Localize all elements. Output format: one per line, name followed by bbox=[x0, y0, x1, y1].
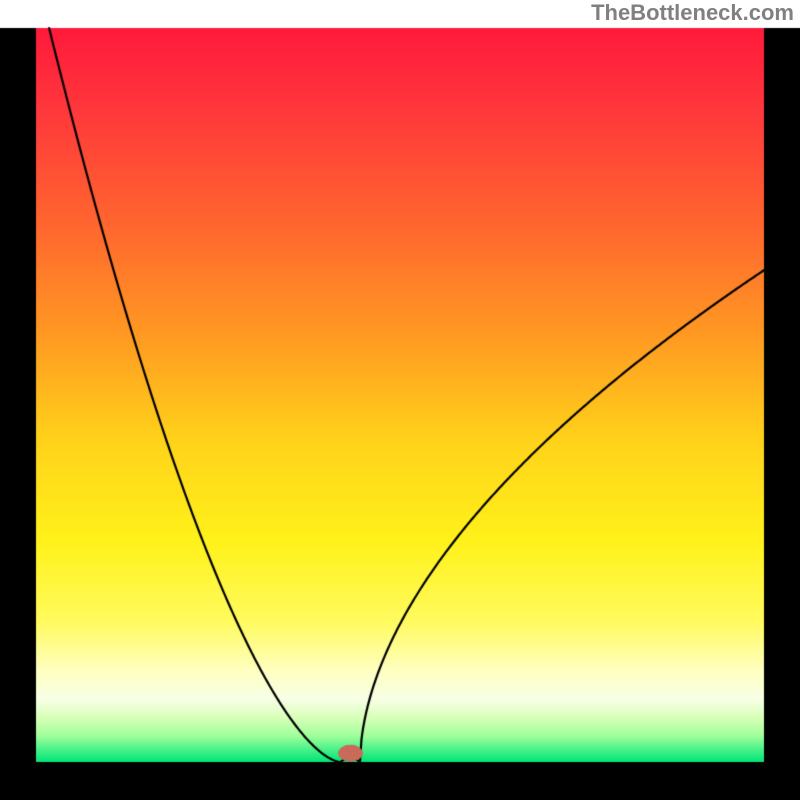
bottleneck-chart-canvas bbox=[0, 0, 800, 800]
chart-container: { "canvas": { "width": 800, "height": 80… bbox=[0, 0, 800, 800]
watermark-text: TheBottleneck.com bbox=[591, 0, 794, 26]
